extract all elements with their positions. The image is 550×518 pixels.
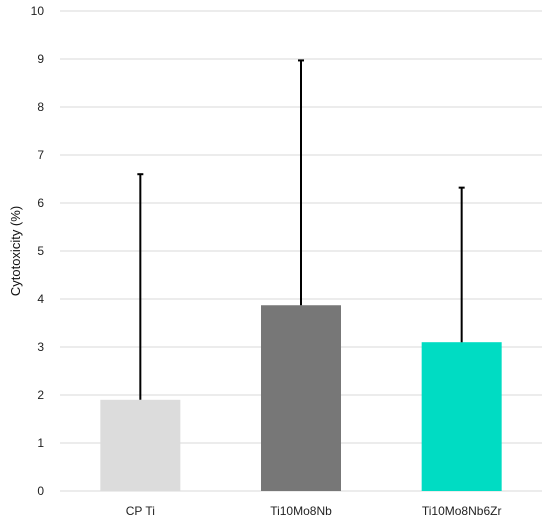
y-tick-label: 7 bbox=[37, 148, 44, 162]
y-tick-label: 6 bbox=[37, 196, 44, 210]
y-tick-label: 8 bbox=[37, 100, 44, 114]
y-tick-label: 4 bbox=[37, 292, 44, 306]
bar-1 bbox=[261, 305, 341, 491]
y-tick-label: 1 bbox=[37, 436, 44, 450]
y-axis-title: Cytotoxicity (%) bbox=[8, 206, 23, 296]
y-tick-label: 0 bbox=[37, 484, 44, 498]
y-tick-labels: 0 1 2 3 4 5 6 7 8 9 10 bbox=[31, 4, 45, 498]
y-tick-label: 5 bbox=[37, 244, 44, 258]
x-category-label: CP Ti bbox=[126, 504, 155, 518]
bars bbox=[100, 305, 502, 491]
bar-0 bbox=[100, 399, 181, 491]
error-bars bbox=[137, 59, 465, 400]
x-category-labels: CP Ti Ti10Mo8Nb Ti10Mo8Nb6Zr bbox=[126, 504, 502, 518]
bar-2 bbox=[421, 342, 502, 491]
x-category-label: Ti10Mo8Nb bbox=[270, 504, 332, 518]
y-tick-label: 2 bbox=[37, 388, 44, 402]
x-category-label: Ti10Mo8Nb6Zr bbox=[422, 504, 502, 518]
y-tick-label: 3 bbox=[37, 340, 44, 354]
y-tick-label: 9 bbox=[37, 52, 44, 66]
y-tick-label: 10 bbox=[31, 4, 45, 18]
